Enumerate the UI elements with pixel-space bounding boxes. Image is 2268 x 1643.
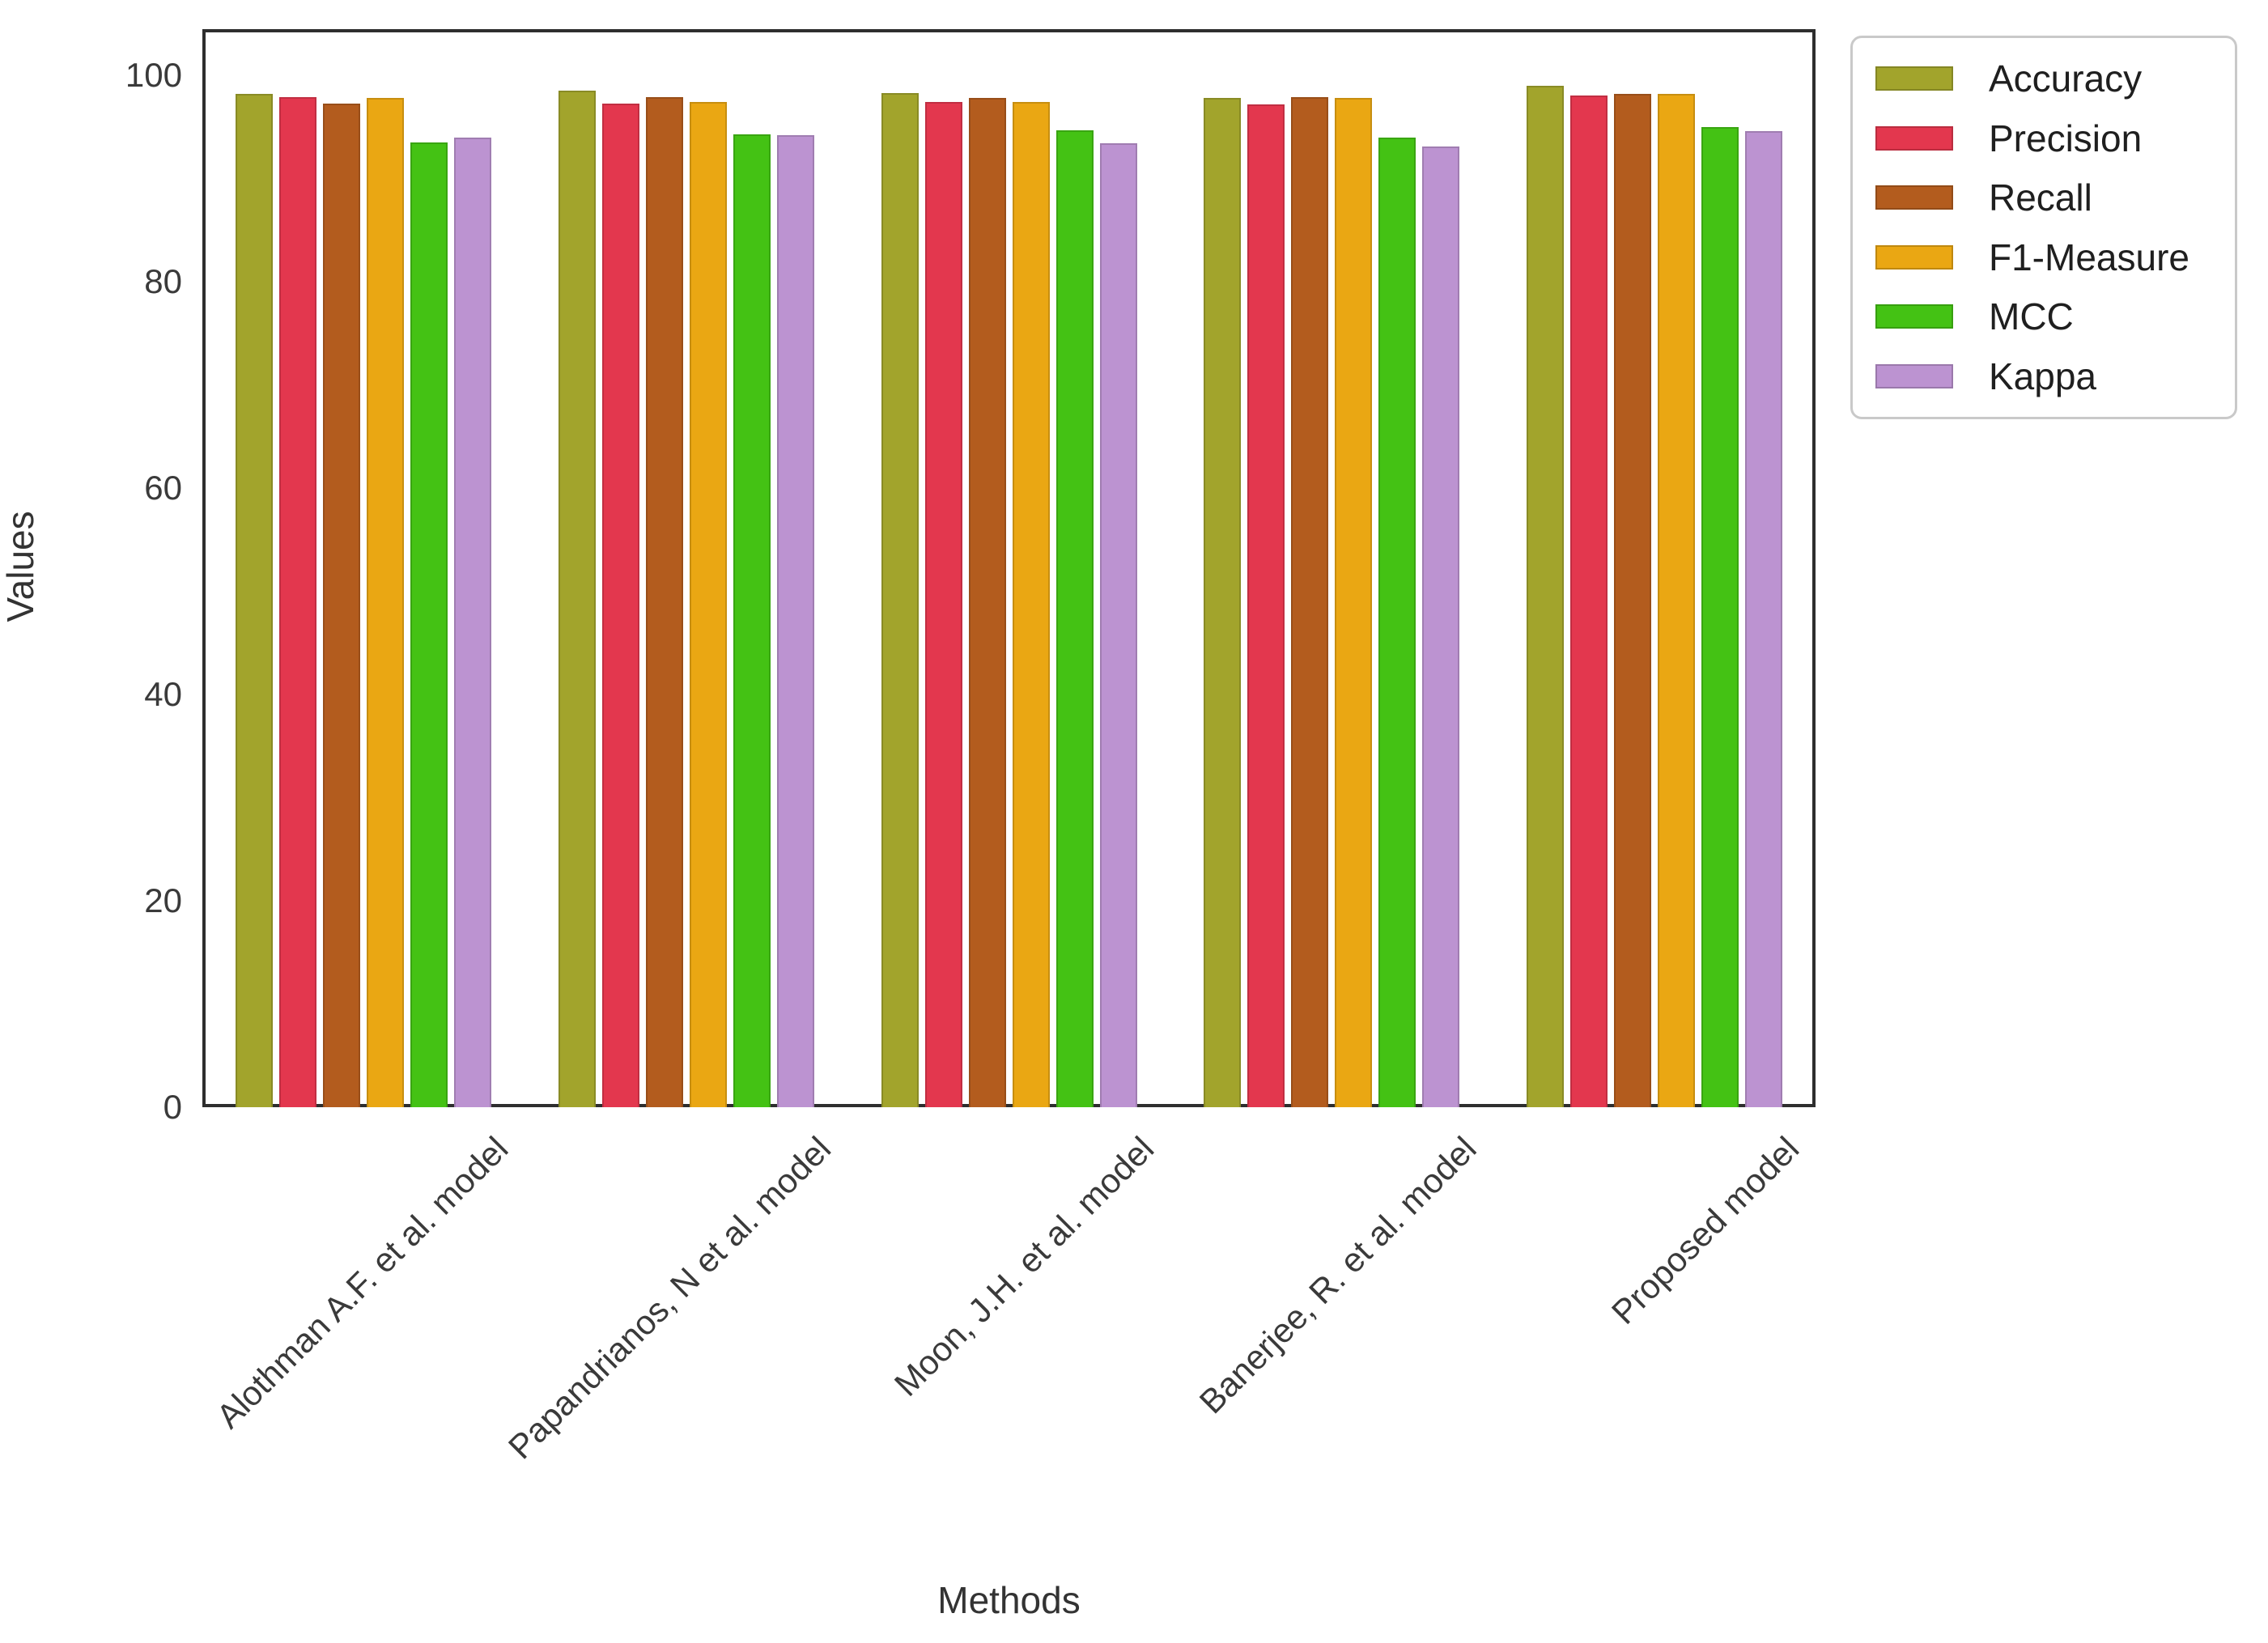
legend-label: Precision (1989, 117, 2143, 159)
x-tick-label: Proposed model (1603, 1129, 1807, 1331)
legend-swatch-mcc (1875, 304, 1953, 329)
legend-swatch-f1-measure (1875, 244, 1953, 270)
bar (1569, 95, 1608, 1107)
legend-label: Kappa (1989, 354, 2097, 397)
x-tick-label: Alothman A.F. et al. model (209, 1129, 516, 1436)
bar (776, 135, 814, 1107)
legend-swatch-kappa (1875, 363, 1953, 388)
legend-item: Accuracy (1875, 59, 2212, 98)
bar (1744, 131, 1782, 1107)
bar (1335, 98, 1373, 1107)
legend-label: MCC (1989, 295, 2074, 338)
legend-item: Kappa (1875, 357, 2212, 396)
bar (1657, 94, 1695, 1107)
bar (410, 142, 448, 1107)
legend-label: Accuracy (1989, 57, 2143, 100)
y-tick-label: 100 (125, 56, 182, 95)
bar (1204, 98, 1242, 1107)
bar (1247, 104, 1285, 1107)
bar (236, 94, 274, 1107)
x-tick-label: Papandrianos, N et al. model (501, 1129, 839, 1467)
bar (558, 91, 596, 1107)
bar (1526, 86, 1564, 1107)
bar (924, 102, 962, 1107)
x-axis-title: Methods (937, 1579, 1081, 1621)
x-tick-label: Banerjee, R. et al. model (1191, 1129, 1484, 1421)
legend: Accuracy Precision Recall F1-Measure MCC Kapp… (1850, 36, 2237, 419)
bar (1291, 97, 1329, 1107)
bar (601, 103, 639, 1107)
legend-label: F1-Measure (1989, 236, 2189, 278)
bar (1099, 143, 1137, 1107)
bar (323, 103, 361, 1107)
legend-swatch-recall (1875, 185, 1953, 210)
bar (1378, 137, 1416, 1107)
y-tick-label: 60 (144, 469, 182, 507)
bar (1055, 129, 1094, 1107)
bar (968, 98, 1006, 1107)
y-tick-label: 40 (144, 675, 182, 714)
bar (1613, 94, 1651, 1107)
bar (1422, 146, 1460, 1107)
y-tick-label: 20 (144, 881, 182, 920)
bar (1012, 102, 1050, 1107)
bar (1701, 127, 1739, 1107)
legend-item: Recall (1875, 178, 2212, 217)
bar (733, 134, 771, 1107)
bar (689, 102, 727, 1107)
bar (881, 93, 919, 1107)
bar (645, 97, 683, 1107)
x-tick-label: Moon, J.H. et al. model (886, 1129, 1162, 1403)
bar (279, 97, 317, 1107)
legend-item: MCC (1875, 297, 2212, 336)
legend-swatch-precision (1875, 125, 1953, 151)
legend-item: Precision (1875, 119, 2212, 158)
bar (367, 98, 405, 1107)
legend-swatch-accuracy (1875, 66, 1953, 91)
y-axis-title: Values (0, 511, 41, 622)
legend-label: Recall (1989, 176, 2092, 219)
bar (454, 137, 492, 1107)
legend-item: F1-Measure (1875, 238, 2212, 277)
y-tick-label: 0 (163, 1088, 182, 1126)
y-tick-label: 80 (144, 262, 182, 301)
